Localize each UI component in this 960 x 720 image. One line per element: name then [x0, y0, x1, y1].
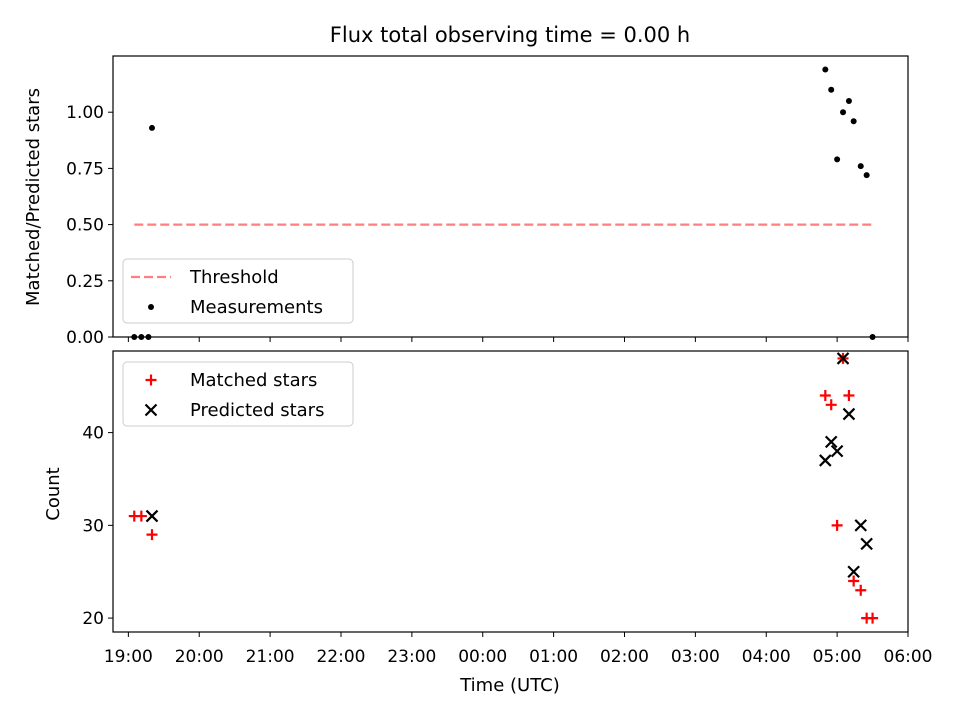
top-ytick-label: 0.00 [66, 328, 104, 348]
predicted-stars-point [819, 454, 832, 467]
bottom-legend-label: Predicted stars [190, 400, 324, 421]
predicted-stars-point [824, 435, 838, 449]
top-legend-label: Threshold [189, 267, 279, 288]
matched-stars-point [135, 510, 147, 522]
measurement-point [857, 163, 864, 170]
predicted-stars-point [854, 519, 868, 532]
top-plot-area: 0.00 0.25 0.50 0.75 1.00 Threshold Measurement… [66, 55, 909, 348]
top-axes-frame [112, 55, 909, 338]
legend-measurements-swatch [148, 304, 154, 310]
matched-stars-point [867, 612, 879, 624]
top-chart-title: Flux total observing time = 0.00 h [330, 23, 690, 47]
top-chart-ylabel: Matched/Predicted stars [23, 88, 44, 306]
matched-stars-point [855, 584, 867, 596]
bottom-plot-area: 20 30 40 19:00 20:00 21:00 22:00 23:00 00:00 01:0… [82, 350, 933, 667]
measurement-point [148, 124, 155, 131]
matched-stars-point [843, 390, 855, 402]
bottom-xtick-label: 21:00 [246, 647, 295, 667]
top-ytick-label: 0.25 [66, 272, 104, 292]
bottom-xtick-label: 01:00 [529, 647, 578, 667]
legend-matched-swatch [145, 374, 157, 386]
matched-stars-point [848, 575, 860, 587]
measurement-point [828, 86, 835, 93]
predicted-stars-point [847, 565, 860, 578]
matched-stars-point [146, 529, 158, 541]
measurement-point [834, 156, 841, 163]
bottom-legend-box [122, 361, 354, 427]
top-ytick-label: 0.50 [66, 216, 104, 236]
top-legend-label: Measurements [190, 297, 323, 318]
bottom-xtick-label: 03:00 [671, 647, 720, 667]
bottom-xtick-label: 23:00 [387, 647, 436, 667]
top-ylabel-group: Matched/Predicted stars [23, 88, 44, 306]
bottom-xtick-label: 19:00 [104, 647, 153, 667]
bottom-legend-label: Matched stars [190, 370, 317, 391]
bottom-xtick-label: 04:00 [742, 647, 791, 667]
bottom-ytick-label: 30 [82, 516, 104, 536]
measurement-point [863, 172, 870, 179]
bottom-chart-xlabel: Time (UTC) [459, 675, 560, 696]
measurement-point [822, 66, 829, 73]
measurement-point [850, 118, 857, 125]
matched-stars-point [819, 390, 831, 402]
bottom-xtick-label: 20:00 [175, 647, 224, 667]
bottom-ytick-label: 40 [82, 424, 104, 444]
measurement-point [845, 97, 852, 104]
predicted-stars-point [860, 537, 873, 551]
bottom-xtick-label: 22:00 [316, 647, 365, 667]
predicted-stars-point [842, 407, 856, 421]
bottom-xtick-label: 05:00 [813, 647, 862, 667]
legend-predicted-swatch [144, 403, 158, 417]
predicted-stars-point [836, 352, 850, 365]
bottom-ytick-label: 20 [82, 609, 104, 629]
bottom-ylabel-group: Count [43, 467, 64, 520]
top-legend-box [122, 258, 354, 324]
measurement-point [840, 109, 847, 116]
top-ytick-label: 1.00 [66, 103, 104, 123]
bottom-chart-ylabel: Count [43, 467, 64, 520]
bottom-axes-frame [112, 350, 909, 633]
matched-stars-point [831, 519, 843, 531]
predicted-stars-point [830, 444, 844, 458]
bottom-xtick-label: 06:00 [884, 647, 933, 667]
matched-stars-point [825, 399, 837, 411]
bottom-xtick-label: 02:00 [600, 647, 649, 667]
bottom-xtick-label: 00:00 [458, 647, 507, 667]
top-ytick-label: 0.75 [66, 159, 104, 179]
predicted-stars-point [145, 509, 159, 523]
